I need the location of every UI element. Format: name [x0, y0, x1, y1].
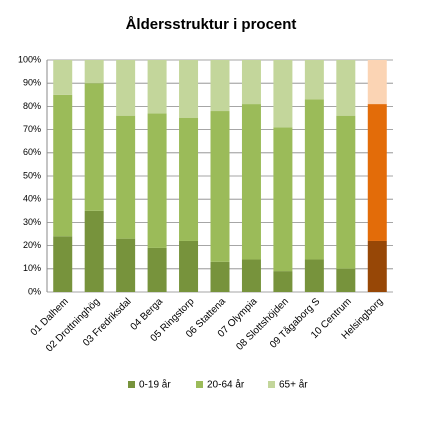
bar-segment	[53, 94, 73, 237]
y-tick-label: 20%	[23, 240, 41, 250]
y-tick-label: 50%	[23, 170, 41, 180]
bar-segment	[147, 60, 167, 114]
legend-swatch	[128, 381, 135, 388]
y-tick-label: 0%	[28, 286, 41, 296]
chart-title: Åldersstruktur i procent	[126, 16, 297, 33]
bar-segment	[304, 99, 324, 260]
bar-segment	[116, 238, 136, 292]
bar-segment	[210, 111, 230, 262]
legend-swatch	[196, 381, 203, 388]
y-tick-label: 30%	[23, 217, 41, 227]
bar-segment	[336, 60, 356, 116]
bar-segment	[241, 259, 261, 292]
bar-segment	[179, 60, 199, 118]
y-tick-label: 60%	[23, 147, 41, 157]
bar-segment	[304, 259, 324, 292]
y-tick-label: 100%	[18, 54, 41, 64]
bar-segment	[116, 115, 136, 239]
bar-segment	[336, 115, 356, 269]
bar-segment	[304, 60, 324, 100]
bar-segment	[53, 236, 73, 292]
bar-segment	[336, 268, 356, 292]
bar-segment	[179, 118, 199, 241]
bar-segment	[241, 104, 261, 260]
bar-segment	[53, 60, 73, 95]
y-tick-label: 90%	[23, 78, 41, 88]
y-tick-label: 10%	[23, 263, 41, 273]
bar-segment	[367, 60, 387, 105]
bar-segment	[241, 60, 261, 105]
y-tick-label: 40%	[23, 194, 41, 204]
bar-segment	[273, 60, 293, 128]
legend-swatch	[268, 381, 275, 388]
bar-segment	[84, 83, 104, 211]
bar-segment	[179, 240, 199, 292]
legend-label: 20-64 år	[207, 379, 245, 391]
bar-segment	[116, 60, 136, 116]
bar-segment	[210, 261, 230, 292]
bar-segment	[84, 210, 104, 292]
x-tick-label: 02 Drottninghög	[44, 296, 102, 354]
bar-segment	[147, 113, 167, 248]
bar-segment	[367, 104, 387, 241]
legend-label: 0-19 år	[139, 379, 171, 391]
y-tick-label: 80%	[23, 101, 41, 111]
legend-label: 65+ år	[279, 379, 308, 391]
bar-segment	[273, 127, 293, 272]
bar-segment	[273, 271, 293, 292]
bar-segment	[367, 240, 387, 292]
bar-segment	[84, 60, 104, 84]
bar-segment	[147, 247, 167, 292]
bar-segment	[210, 60, 230, 112]
y-tick-label: 70%	[23, 124, 41, 134]
